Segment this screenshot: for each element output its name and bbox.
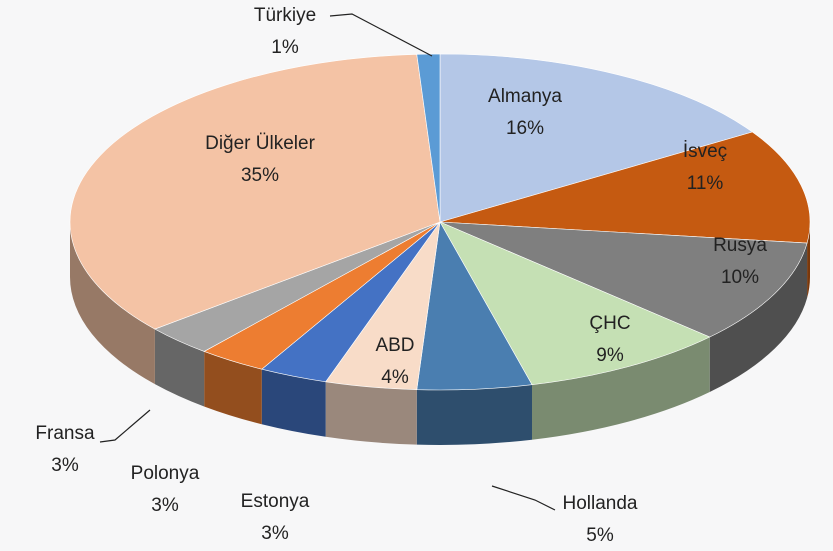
slice-label: Fransa [35,423,95,444]
pie-side [261,369,326,437]
slice-label: Türkiye [254,5,316,26]
pie-slice [439,131,811,244]
slice-label: Rusya [713,235,767,256]
pie-side [416,384,533,446]
pie-side [532,337,710,440]
slice-label: Diğer Ülkeler [205,133,315,154]
slice-value-label: 1% [271,37,299,58]
pie-side [204,351,262,425]
pie-side [325,381,417,445]
slice-value-label: 3% [261,523,289,544]
slice-label: ABD [375,335,414,356]
slice-label: ÇHC [589,313,630,334]
slice-value-label: 35% [241,165,279,186]
leader-line [491,485,556,511]
slice-label: Almanya [488,86,562,107]
leader-line [99,409,151,443]
slice-value-label: 3% [51,455,79,476]
slice-value-label: 10% [721,267,759,288]
slice-value-label: 5% [586,525,614,546]
slice-label: İsveç [683,141,727,162]
slice-label: Polonya [131,463,200,484]
slice-value-label: 3% [151,495,179,516]
pie-side [154,329,205,407]
pie-side [709,243,808,393]
pie-slice [69,54,441,330]
pie-slice [439,221,808,338]
pie-side [70,222,155,385]
pie-slice [439,221,711,386]
pie-slice [439,53,754,223]
leader-line [329,13,433,57]
slice-value-label: 16% [506,118,544,139]
slice-value-label: 11% [687,173,724,194]
slice-value-label: 4% [381,367,409,388]
slice-label: Estonya [241,491,310,512]
slice-label: Hollanda [563,493,638,514]
slice-value-label: 9% [596,345,624,366]
